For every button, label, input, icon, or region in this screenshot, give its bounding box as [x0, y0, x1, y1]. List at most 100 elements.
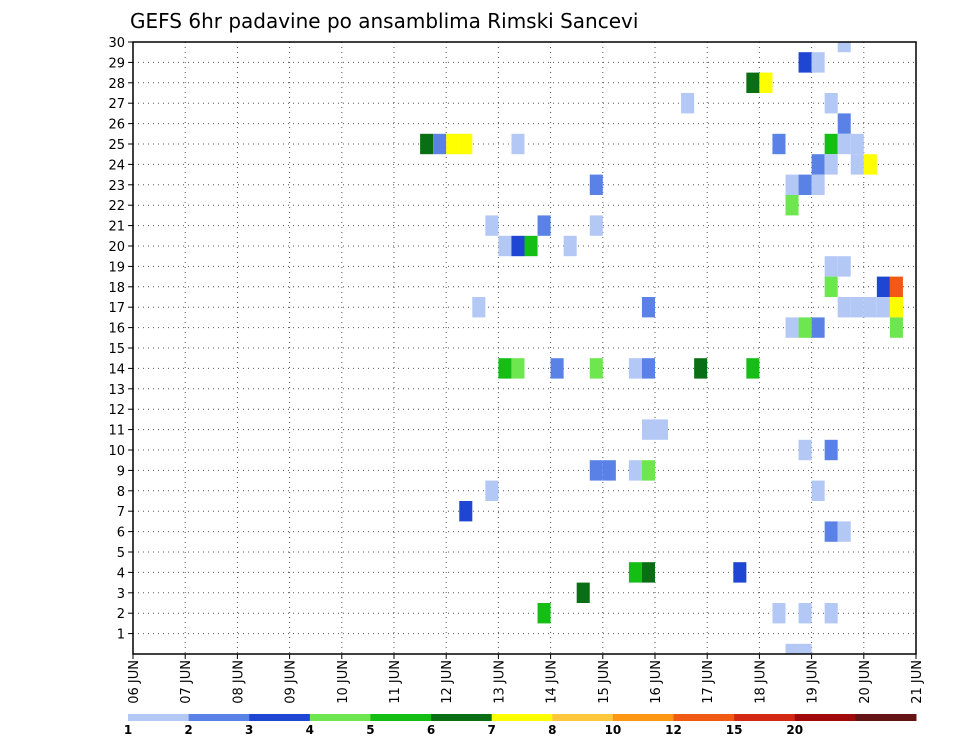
- y-tick-label: 11: [108, 424, 125, 439]
- data-cell: [628, 562, 642, 583]
- data-cell: [498, 235, 512, 257]
- chart-title: GEFS 6hr padavine po ansamblima Rimski S…: [130, 9, 638, 33]
- legend-label: 1: [124, 723, 132, 737]
- data-cell: [824, 133, 838, 155]
- data-cell: [589, 358, 603, 379]
- data-cell: [446, 133, 460, 155]
- y-tick-label: 5: [117, 546, 125, 561]
- x-tick-label: 13 JUN: [492, 660, 507, 704]
- data-cell: [837, 256, 851, 277]
- data-cell: [850, 133, 864, 155]
- data-cell: [746, 358, 760, 379]
- data-cell: [641, 562, 655, 583]
- y-tick-label: 12: [108, 403, 125, 418]
- data-cell: [811, 174, 825, 195]
- y-tick-label: 25: [108, 138, 125, 153]
- data-cell: [733, 562, 747, 583]
- data-cell: [863, 154, 877, 175]
- legend-swatch: [734, 714, 796, 721]
- legend-label: 2: [184, 723, 192, 737]
- legend-label: 7: [488, 723, 496, 737]
- y-tick-label: 18: [108, 281, 125, 296]
- data-cell: [837, 521, 851, 542]
- data-cell: [472, 297, 486, 318]
- y-tick-label: 22: [108, 199, 125, 214]
- legend-label: 10: [605, 723, 622, 737]
- legend-label: 5: [366, 723, 374, 737]
- data-cell: [889, 297, 903, 318]
- data-cell: [824, 521, 838, 542]
- data-cell: [772, 133, 786, 155]
- legend-swatch: [309, 714, 371, 721]
- data-cell: [681, 93, 695, 114]
- data-cell: [798, 317, 812, 338]
- data-cell: [785, 195, 799, 216]
- x-tick-label: 19 JUN: [806, 660, 821, 704]
- data-cell: [589, 174, 603, 195]
- data-cell: [785, 317, 799, 338]
- data-cell: [641, 297, 655, 318]
- data-cell: [798, 439, 812, 461]
- data-cell: [798, 52, 812, 73]
- legend-swatch: [128, 714, 190, 721]
- data-cell: [876, 276, 890, 297]
- data-cell: [641, 460, 655, 481]
- data-cell: [837, 113, 851, 134]
- y-tick-label: 1: [117, 628, 125, 643]
- x-tick-label: 14 JUN: [545, 660, 560, 704]
- y-tick-label: 26: [108, 118, 125, 133]
- y-tick-label: 16: [108, 322, 125, 337]
- data-cell: [785, 643, 799, 654]
- data-cell: [811, 154, 825, 175]
- data-cell: [433, 133, 447, 155]
- y-tick-label: 8: [117, 485, 125, 500]
- data-cell: [837, 42, 851, 53]
- legend-label: 8: [548, 723, 556, 737]
- legend-label: 4: [306, 723, 314, 737]
- x-tick-label: 12 JUN: [440, 660, 455, 704]
- y-tick-label: 14: [108, 362, 125, 377]
- data-cell: [876, 297, 890, 318]
- legend-swatch: [612, 714, 675, 721]
- data-cell: [459, 501, 473, 522]
- data-cell: [420, 133, 434, 155]
- data-cell: [785, 174, 799, 195]
- data-cell: [811, 480, 825, 501]
- data-cell: [850, 297, 864, 318]
- data-cell: [537, 603, 551, 624]
- y-tick-label: 10: [108, 444, 125, 459]
- y-tick-label: 2: [117, 607, 125, 622]
- data-cell: [798, 603, 812, 624]
- data-cell: [485, 480, 499, 501]
- legend-label: 20: [786, 723, 803, 737]
- data-cell: [811, 317, 825, 338]
- data-cell: [641, 358, 655, 379]
- y-tick-label: 29: [108, 56, 125, 71]
- data-cell: [498, 358, 512, 379]
- y-tick-label: 19: [108, 260, 125, 275]
- data-cell: [589, 215, 603, 236]
- x-tick-label: 16 JUN: [649, 660, 664, 704]
- data-cell: [824, 154, 838, 175]
- data-cell: [824, 276, 838, 297]
- legend-swatch: [370, 714, 432, 721]
- data-cell: [772, 603, 786, 624]
- x-axis-ticks: 06 JUN 07 JUN 08 JUN 09 JUN 10 JUN 11 JUN 12 J…: [127, 654, 925, 704]
- data-cell: [824, 256, 838, 277]
- x-tick-label: 20 JUN: [858, 660, 873, 704]
- legend-label: 15: [726, 723, 743, 737]
- y-tick-label: 20: [108, 240, 125, 255]
- data-cell: [746, 72, 760, 93]
- data-cell: [824, 603, 838, 624]
- legend-label: 6: [427, 723, 435, 737]
- data-cell: [511, 133, 525, 155]
- x-tick-label: 18 JUN: [753, 660, 768, 704]
- legend-swatch: [431, 714, 493, 721]
- data-cell: [485, 215, 499, 236]
- y-tick-label: 9: [117, 464, 125, 479]
- data-cell: [889, 317, 903, 338]
- x-tick-label: 10 JUN: [336, 660, 351, 704]
- y-tick-label: 4: [117, 566, 125, 581]
